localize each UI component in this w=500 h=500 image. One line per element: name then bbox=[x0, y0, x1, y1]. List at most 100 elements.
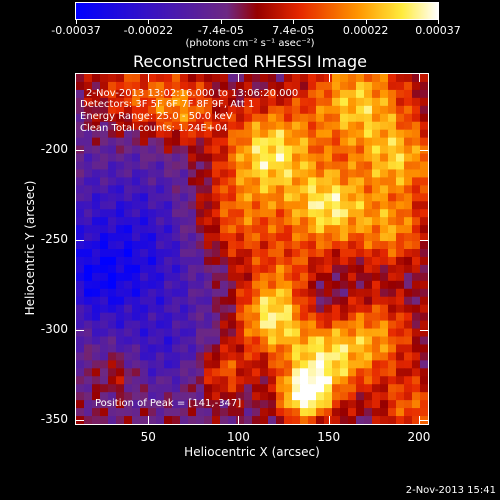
colorbar-tick bbox=[438, 20, 439, 24]
heatmap-cell bbox=[132, 201, 141, 210]
heatmap-cell bbox=[364, 336, 373, 346]
heatmap-cell bbox=[332, 320, 341, 330]
heatmap-cell bbox=[348, 288, 357, 298]
heatmap-cell bbox=[156, 89, 165, 99]
heatmap-cell bbox=[180, 344, 189, 353]
heatmap-cell bbox=[340, 304, 349, 314]
heatmap-cell bbox=[108, 129, 117, 139]
heatmap-cell bbox=[412, 89, 421, 99]
heatmap-cell bbox=[196, 129, 205, 139]
heatmap-cell bbox=[220, 392, 229, 401]
heatmap-cell bbox=[332, 121, 341, 131]
heatmap-cell bbox=[172, 360, 181, 369]
heatmap-cell bbox=[188, 105, 197, 115]
heatmap-cell bbox=[164, 288, 173, 298]
heatmap-cell bbox=[76, 408, 85, 417]
heatmap-cell bbox=[300, 304, 309, 314]
heatmap-cell bbox=[108, 296, 117, 306]
heatmap-cell bbox=[316, 241, 325, 250]
heatmap-cell bbox=[308, 376, 317, 385]
heatmap-cell bbox=[204, 336, 213, 346]
heatmap-cell bbox=[220, 113, 229, 123]
heatmap-cell bbox=[332, 312, 341, 322]
heatmap-cell bbox=[388, 169, 397, 178]
heatmap-cell bbox=[228, 376, 237, 385]
heatmap-cell bbox=[228, 416, 237, 424]
heatmap-cell bbox=[108, 97, 117, 107]
heatmap-cell bbox=[204, 416, 213, 424]
colorbar-tick bbox=[76, 20, 77, 24]
heatmap-cell bbox=[244, 81, 253, 91]
heatmap-cell bbox=[180, 137, 189, 147]
x-tick-mark-top bbox=[148, 74, 150, 82]
heatmap-cell bbox=[180, 368, 189, 377]
heatmap-cell bbox=[228, 272, 237, 282]
heatmap-cell bbox=[420, 74, 428, 83]
heatmap-cell bbox=[388, 376, 397, 385]
heatmap-cell bbox=[316, 105, 325, 115]
heatmap-cell bbox=[396, 185, 405, 194]
heatmap-cell bbox=[84, 249, 93, 258]
heatmap-cell bbox=[244, 344, 253, 353]
heatmap-cell bbox=[388, 392, 397, 401]
heatmap-cell bbox=[252, 264, 261, 274]
heatmap-cell bbox=[412, 201, 421, 210]
heatmap-cell bbox=[108, 336, 117, 346]
heatmap-cell bbox=[92, 304, 101, 314]
heatmap-cell bbox=[220, 304, 229, 314]
heatmap-cell bbox=[148, 105, 157, 115]
heatmap-cell bbox=[252, 81, 261, 91]
heatmap-cell bbox=[164, 121, 173, 131]
colorbar-tick-label: -0.00037 bbox=[51, 24, 101, 37]
heatmap-cell bbox=[420, 320, 428, 330]
heatmap-cell bbox=[156, 201, 165, 210]
heatmap-cell bbox=[156, 360, 165, 369]
heatmap-cell bbox=[404, 105, 413, 115]
heatmap-cell bbox=[148, 81, 157, 91]
heatmap-cell bbox=[260, 296, 269, 306]
heatmap-cell bbox=[292, 137, 301, 147]
heatmap-cell bbox=[180, 97, 189, 107]
heatmap-cell bbox=[284, 201, 293, 210]
heatmap-cell bbox=[324, 169, 333, 178]
heatmap-cell bbox=[132, 249, 141, 258]
heatmap-cell bbox=[292, 352, 301, 361]
heatmap-cell bbox=[220, 129, 229, 139]
heatmap-cell bbox=[116, 185, 125, 194]
heatmap-cell bbox=[124, 89, 133, 99]
heatmap-cell bbox=[156, 74, 165, 83]
heatmap-cell bbox=[140, 416, 149, 424]
heatmap-cell bbox=[100, 272, 109, 282]
heatmap-cell bbox=[404, 97, 413, 107]
heatmap-cell bbox=[236, 264, 245, 274]
heatmap-cell bbox=[148, 137, 157, 147]
heatmap-cell bbox=[220, 344, 229, 353]
heatmap-cell bbox=[268, 296, 277, 306]
heatmap-cell bbox=[180, 384, 189, 393]
heatmap-cell bbox=[244, 169, 253, 178]
colorbar-tick bbox=[220, 20, 222, 24]
heatmap-cell bbox=[156, 145, 165, 155]
heatmap-cell bbox=[156, 105, 165, 115]
heatmap-cell bbox=[372, 97, 381, 107]
heatmap-cell bbox=[180, 217, 189, 226]
heatmap-cell bbox=[260, 408, 269, 417]
heatmap-cell bbox=[156, 209, 165, 218]
heatmap-cell bbox=[356, 416, 365, 424]
heatmap-cell bbox=[364, 320, 373, 330]
heatmap-cell bbox=[84, 336, 93, 346]
heatmap-cell bbox=[140, 217, 149, 226]
heatmap-cell bbox=[140, 105, 149, 115]
heatmap-cell bbox=[300, 169, 309, 178]
heatmap-cell bbox=[412, 249, 421, 258]
heatmap-cell bbox=[284, 336, 293, 346]
heatmap-cell bbox=[404, 296, 413, 306]
heatmap-cell bbox=[220, 320, 229, 330]
heatmap-cell bbox=[156, 272, 165, 282]
heatmap-cell bbox=[380, 360, 389, 369]
heatmap-cell bbox=[108, 74, 117, 83]
x-tick-mark-top bbox=[418, 74, 420, 82]
heatmap-cell bbox=[268, 81, 277, 91]
heatmap-cell bbox=[292, 288, 301, 298]
heatmap-cell bbox=[180, 241, 189, 250]
